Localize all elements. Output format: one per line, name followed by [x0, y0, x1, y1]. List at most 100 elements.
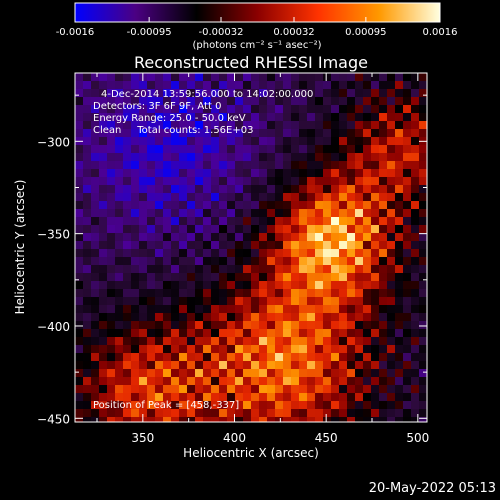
heatmap-cell — [75, 201, 83, 209]
heatmap-cell — [251, 393, 259, 401]
heatmap-cell — [363, 137, 371, 145]
heatmap-cell — [99, 129, 107, 137]
heatmap-cell — [347, 417, 355, 422]
heatmap-cell — [315, 153, 323, 161]
heatmap-cell — [347, 281, 355, 289]
heatmap-cell — [267, 321, 275, 329]
heatmap-cell — [259, 161, 267, 169]
heatmap-cell — [115, 217, 123, 225]
heatmap-cell — [355, 153, 363, 161]
heatmap-cell — [107, 409, 115, 417]
heatmap-cell — [163, 353, 171, 361]
heatmap-cell — [171, 201, 179, 209]
heatmap-cell — [267, 345, 275, 353]
heatmap-cell — [411, 257, 419, 265]
heatmap-cell — [371, 233, 379, 241]
heatmap-cell — [99, 113, 107, 121]
heatmap-cell — [315, 185, 323, 193]
heatmap-cell — [323, 257, 331, 265]
heatmap-cell — [179, 73, 187, 81]
heatmap-cell — [219, 377, 227, 385]
heatmap-cell — [91, 321, 99, 329]
heatmap-cell — [243, 105, 251, 113]
heatmap-cell — [259, 305, 267, 313]
heatmap-cell — [299, 249, 307, 257]
heatmap-cell — [299, 329, 307, 337]
heatmap-cell — [147, 225, 155, 233]
heatmap-cell — [107, 321, 115, 329]
heatmap-cell — [211, 281, 219, 289]
heatmap-cell — [123, 73, 131, 81]
heatmap-cell — [307, 345, 315, 353]
heatmap-cell — [323, 217, 331, 225]
heatmap-cell — [179, 353, 187, 361]
annotation-detectors: Detectors: 3F 6F 9F, Att 0 — [93, 101, 221, 112]
heatmap-cell — [331, 305, 339, 313]
heatmap-cell — [419, 369, 427, 377]
heatmap-cell — [395, 209, 403, 217]
heatmap-cell — [243, 169, 251, 177]
heatmap-cell — [347, 289, 355, 297]
x-axis-label: Heliocentric X (arcsec) — [183, 446, 319, 460]
heatmap-cell — [195, 257, 203, 265]
heatmap-cell — [379, 353, 387, 361]
heatmap-cell — [75, 297, 83, 305]
heatmap-cell — [155, 97, 163, 105]
heatmap-cell — [155, 209, 163, 217]
heatmap-cell — [419, 233, 427, 241]
heatmap-cell — [259, 193, 267, 201]
heatmap-cell — [203, 337, 211, 345]
heatmap-cell — [83, 225, 91, 233]
heatmap-cell — [91, 97, 99, 105]
heatmap-cell — [283, 177, 291, 185]
heatmap-cell — [323, 417, 331, 422]
heatmap-cell — [243, 329, 251, 337]
heatmap-cell — [163, 81, 171, 89]
heatmap-cell — [315, 177, 323, 185]
heatmap-cell — [299, 305, 307, 313]
heatmap-cell — [331, 313, 339, 321]
heatmap-cell — [275, 113, 283, 121]
heatmap-cell — [123, 305, 131, 313]
heatmap-cell — [339, 409, 347, 417]
heatmap-cell — [331, 217, 339, 225]
heatmap-cell — [331, 113, 339, 121]
heatmap-cell — [99, 345, 107, 353]
heatmap-cell — [219, 137, 227, 145]
heatmap-cell — [179, 81, 187, 89]
heatmap-cell — [371, 201, 379, 209]
heatmap-cell — [219, 281, 227, 289]
heatmap-cell — [219, 233, 227, 241]
heatmap-cell — [387, 289, 395, 297]
heatmap-cell — [395, 225, 403, 233]
heatmap-cell — [123, 345, 131, 353]
heatmap-cell — [299, 337, 307, 345]
heatmap-cell — [83, 393, 91, 401]
colorbar-unit-label: (photons cm⁻² s⁻¹ asec⁻²) — [192, 40, 321, 51]
heatmap-cell — [251, 185, 259, 193]
heatmap-cell — [355, 409, 363, 417]
heatmap-cell — [419, 97, 427, 105]
heatmap-cell — [259, 401, 267, 409]
heatmap-cell — [203, 153, 211, 161]
heatmap-cell — [131, 321, 139, 329]
heatmap-cell — [83, 97, 91, 105]
heatmap-cell — [235, 353, 243, 361]
heatmap-cell — [403, 233, 411, 241]
heatmap-cell — [275, 217, 283, 225]
heatmap-cell — [131, 121, 139, 129]
heatmap-cell — [107, 97, 115, 105]
heatmap-cell — [91, 409, 99, 417]
heatmap-cell — [259, 409, 267, 417]
heatmap-cell — [347, 81, 355, 89]
heatmap-cell — [203, 105, 211, 113]
heatmap-cell — [411, 241, 419, 249]
heatmap-cell — [243, 297, 251, 305]
heatmap-cell — [171, 345, 179, 353]
heatmap-cell — [123, 265, 131, 273]
heatmap-cell — [179, 321, 187, 329]
heatmap-cell — [251, 209, 259, 217]
heatmap-cell — [347, 145, 355, 153]
heatmap-cell — [99, 81, 107, 89]
heatmap-cell — [99, 385, 107, 393]
